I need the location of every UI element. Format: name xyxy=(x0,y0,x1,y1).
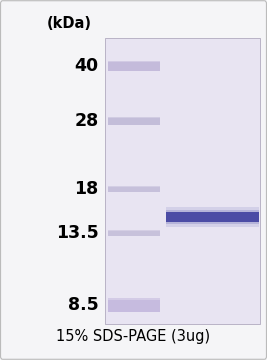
Bar xyxy=(108,117,160,118)
Text: 15% SDS-PAGE (3ug): 15% SDS-PAGE (3ug) xyxy=(56,329,211,344)
Bar xyxy=(108,298,160,311)
Bar xyxy=(166,207,259,228)
Text: 28: 28 xyxy=(74,112,99,130)
Bar xyxy=(108,186,160,187)
Bar xyxy=(108,186,160,192)
Bar xyxy=(108,60,160,62)
Text: 8.5: 8.5 xyxy=(68,296,99,314)
Bar xyxy=(108,117,160,125)
Bar xyxy=(166,212,259,222)
Text: (kDa): (kDa) xyxy=(47,15,92,31)
Bar xyxy=(108,60,160,71)
Bar xyxy=(105,38,260,324)
Bar xyxy=(108,230,160,231)
Bar xyxy=(166,210,259,224)
Text: 40: 40 xyxy=(75,57,99,75)
Bar xyxy=(108,230,160,236)
Text: 13.5: 13.5 xyxy=(56,224,99,242)
Bar xyxy=(108,298,160,300)
Text: 18: 18 xyxy=(74,180,99,198)
